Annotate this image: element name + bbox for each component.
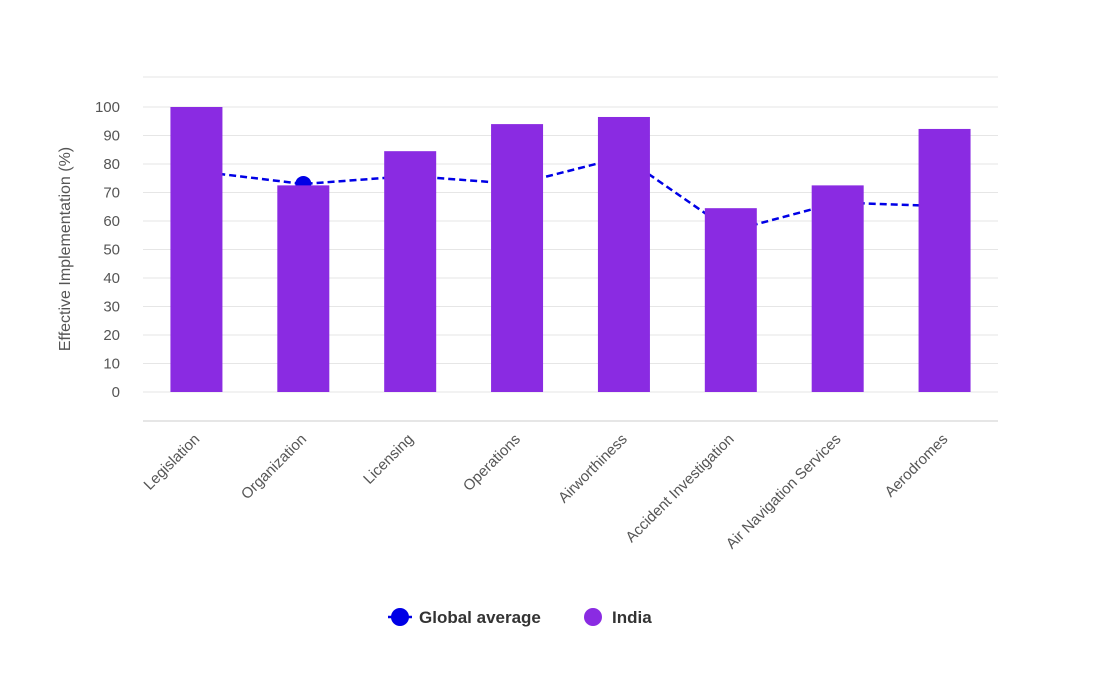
x-category-label: Legislation	[141, 431, 204, 494]
legend-circle-marker	[584, 608, 602, 626]
bar-airworthiness[interactable]	[597, 116, 650, 392]
legend-item-india[interactable]: India	[584, 608, 652, 627]
x-category-label: Airworthiness	[555, 431, 631, 507]
y-axis-ticks: 0 10 20 30 40 50 60 70 80 90 100	[95, 99, 120, 401]
y-tick-label: 20	[103, 327, 120, 344]
y-tick-label: 0	[112, 384, 120, 401]
x-axis-categories: Legislation Organization Licensing Operatio…	[141, 431, 952, 553]
y-tick-label: 80	[103, 156, 120, 173]
bar-operations[interactable]	[491, 124, 544, 392]
x-category-label: Air Navigation Services	[723, 431, 845, 553]
legend-item-global-average[interactable]: Global average	[388, 608, 541, 627]
x-category-label: Licensing	[360, 431, 417, 488]
legend-label-india: India	[612, 608, 652, 627]
y-axis-title: Effective Implementation (%)	[57, 147, 74, 351]
bar-accident-investigation[interactable]	[704, 208, 757, 392]
bar-legislation[interactable]	[170, 107, 223, 392]
x-category-label: Aerodromes	[882, 431, 952, 501]
y-tick-label: 40	[103, 270, 120, 287]
x-category-label: Operations	[460, 431, 524, 495]
bar-licensing[interactable]	[384, 151, 437, 392]
x-category-label: Accident Investigation	[622, 431, 737, 546]
legend-label-global-average: Global average	[419, 608, 541, 627]
x-category-label: Organization	[238, 431, 310, 503]
legend: Global average India	[388, 608, 652, 627]
bar-organization[interactable]	[277, 185, 330, 392]
y-tick-label: 90	[103, 128, 120, 145]
bar-air-navigation-services[interactable]	[811, 185, 864, 392]
legend-circle-marker	[391, 608, 409, 626]
grid-layer	[143, 76, 998, 422]
y-tick-label: 30	[103, 299, 120, 316]
bar-aerodromes[interactable]	[918, 128, 971, 392]
y-tick-label: 70	[103, 185, 120, 202]
y-tick-label: 100	[95, 99, 120, 116]
bars-layer	[170, 107, 971, 392]
y-tick-label: 60	[103, 213, 120, 230]
y-tick-label: 50	[103, 242, 120, 259]
y-tick-label: 10	[103, 356, 120, 373]
